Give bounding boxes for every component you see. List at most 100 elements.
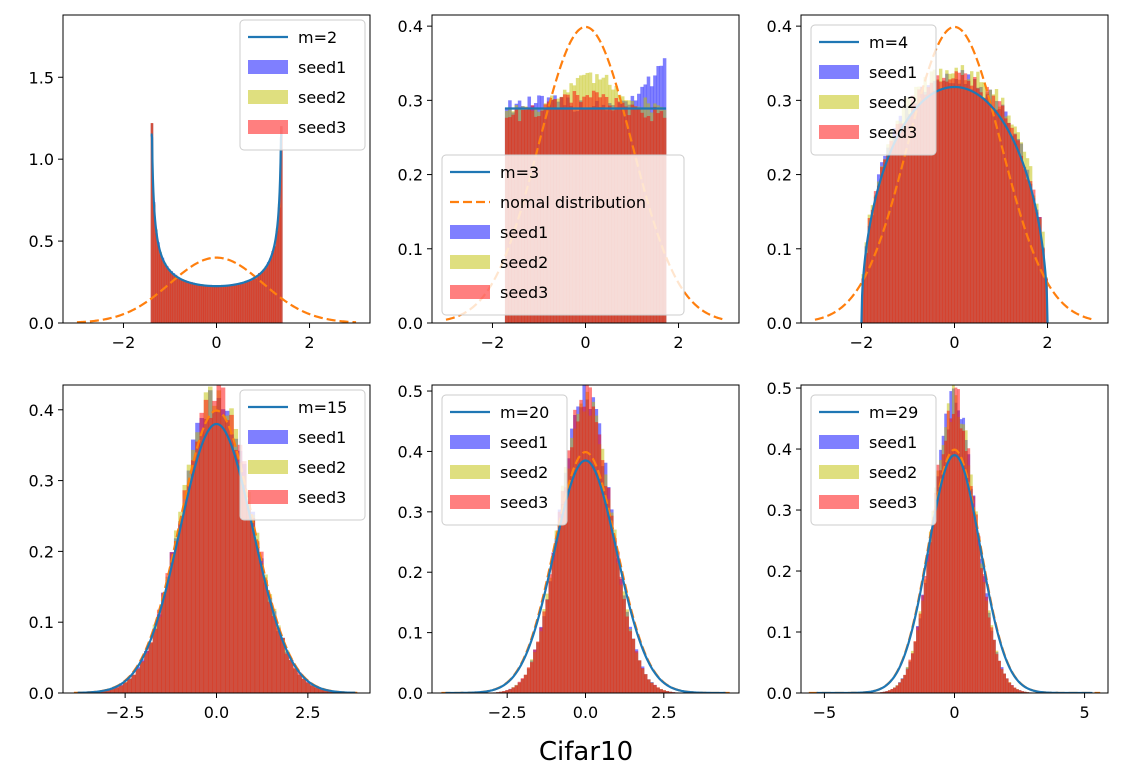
- seed3-bar: [238, 282, 241, 323]
- subplot-m20: −2.5 0.0 2.5 0.0 0.1 0.2 0.3 0.4 0.5 m=20 seed1 see…: [398, 382, 740, 722]
- legend-item: seed3: [450, 283, 548, 302]
- legend-patch-swatch: [248, 430, 288, 444]
- subplot-m2: −2 0 2 0.0 0.5 1.0 1.5 m=2 seed1 seed2 seed3: [29, 14, 371, 352]
- y-tick-label: 1.5: [29, 68, 54, 87]
- seed3-bar: [207, 417, 213, 693]
- seed3-bar: [1010, 685, 1014, 693]
- seed3-bar: [318, 689, 324, 693]
- seed3-bar: [327, 691, 332, 693]
- seed3-bar: [907, 115, 912, 323]
- seed3-bar: [499, 691, 503, 693]
- y-axis: 0.0 0.1 0.2 0.3 0.4: [398, 17, 432, 333]
- seed3-bar: [305, 682, 311, 693]
- legend-patch-swatch: [819, 465, 859, 479]
- seed3-bar: [959, 428, 963, 693]
- seed3-bar: [1003, 673, 1007, 693]
- y-tick-label: 0.4: [29, 401, 54, 420]
- seed3-bar: [946, 410, 950, 693]
- seed3-bar: [177, 278, 180, 323]
- seed3-bar: [1015, 689, 1019, 693]
- seed3-bar: [928, 542, 932, 693]
- seed3-bar: [987, 617, 991, 693]
- seed3-bar: [585, 385, 589, 693]
- seed3-bar: [240, 283, 244, 323]
- seed3-bar: [1025, 179, 1030, 323]
- legend-patch-swatch: [248, 90, 288, 104]
- seed3-bar: [127, 678, 132, 693]
- legend-label: seed1: [869, 433, 917, 452]
- seed3-bar: [954, 71, 958, 323]
- seed3-bar: [603, 486, 608, 693]
- seed3-bar: [576, 421, 580, 693]
- seed3-bar: [1001, 105, 1005, 323]
- y-axis: 0.0 0.1 0.2 0.3 0.4 0.5: [398, 382, 432, 703]
- seed3-bar: [901, 123, 906, 323]
- seed3-bar: [990, 627, 994, 693]
- seed3-bar: [508, 689, 512, 693]
- seed3-bar: [976, 88, 980, 323]
- seed3-bar: [530, 662, 534, 693]
- plot-area: [73, 385, 360, 693]
- seed3-bar: [637, 660, 642, 693]
- seed3-bar: [168, 269, 171, 323]
- y-tick-label: 0.5: [29, 232, 54, 251]
- seed3-bar: [979, 92, 983, 323]
- seed3-bar: [199, 412, 205, 693]
- seed3-bar: [255, 275, 259, 323]
- seed3-bar: [963, 73, 968, 323]
- seed3-bar: [941, 454, 945, 693]
- y-tick-label: 0.1: [29, 613, 54, 632]
- seed3-bar: [161, 593, 166, 693]
- seed3-bar: [135, 668, 141, 693]
- seed3-bar: [1035, 212, 1039, 323]
- seed3-bar: [873, 191, 878, 323]
- y-tick-label: 0.4: [767, 17, 792, 36]
- seed3-bar: [297, 672, 302, 693]
- fit-line-m20: [445, 459, 726, 693]
- seed3-bar: [938, 81, 943, 323]
- seed3-bar: [610, 515, 614, 693]
- legend-item: seed3: [248, 488, 346, 507]
- seed3-bar: [920, 87, 924, 323]
- seed3-bar: [144, 650, 149, 693]
- seed3-bar: [951, 78, 955, 323]
- seed3-bar: [152, 204, 156, 323]
- seed3-bar: [276, 627, 281, 693]
- seed3-bar: [301, 678, 307, 693]
- seed3-bar: [895, 685, 899, 693]
- x-axis: −2 0 2: [481, 323, 684, 352]
- seed3-bar: [893, 687, 896, 693]
- y-tick-label: 0.4: [398, 442, 423, 461]
- seed3-bar: [898, 123, 903, 323]
- seed3-bar: [179, 278, 182, 323]
- seed3-bar: [911, 95, 915, 323]
- legend-label: seed3: [500, 493, 548, 512]
- seed3-bar: [150, 123, 154, 323]
- seed3-bar: [964, 451, 968, 693]
- seed3-bar: [898, 682, 902, 693]
- legend-box: [239, 389, 366, 521]
- seed3-bar: [942, 77, 946, 323]
- seed3-bar: [1018, 690, 1022, 693]
- seed3-bar: [273, 246, 276, 323]
- legend-label: seed1: [298, 428, 346, 447]
- y-tick-label: 0.2: [398, 166, 423, 185]
- seed3-bar: [579, 399, 583, 693]
- y-tick-label: 0.0: [29, 684, 54, 703]
- x-tick-label: −2.5: [488, 703, 527, 722]
- seed3-bar: [1013, 687, 1017, 693]
- legend-item: seed2: [819, 93, 917, 112]
- seed3-bar: [640, 668, 645, 693]
- seed3-bar: [634, 651, 639, 693]
- seed3-bar: [157, 245, 160, 323]
- seed3-bar: [172, 275, 176, 323]
- legend-label: seed2: [869, 93, 917, 112]
- seed3-bar: [939, 470, 942, 693]
- x-tick-label: 0.0: [204, 703, 229, 722]
- seed3-bar: [514, 685, 518, 693]
- seed3-bar: [597, 434, 602, 693]
- seed3-bar: [511, 687, 515, 693]
- legend-item: seed2: [819, 463, 917, 482]
- seed3-bar: [619, 576, 623, 693]
- seed3-bar: [190, 460, 196, 693]
